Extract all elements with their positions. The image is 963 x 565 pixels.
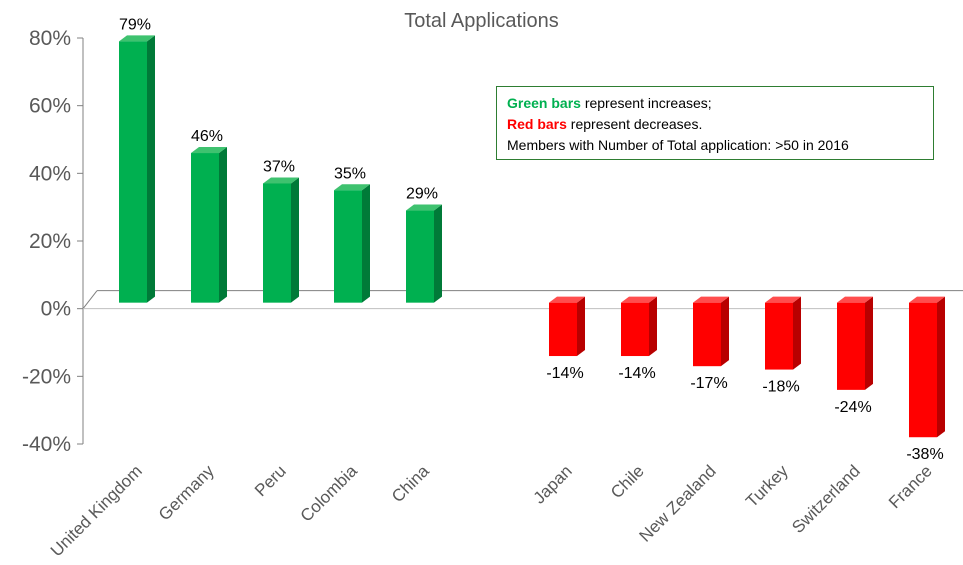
legend-green-text: represent increases;	[580, 95, 712, 111]
bar-japan	[549, 302, 577, 357]
legend-green-label: Green bars	[507, 95, 581, 111]
bar-chile	[621, 302, 649, 357]
legend-red-label: Red bars	[507, 116, 567, 132]
bar-side-new-zealand	[721, 296, 729, 367]
bar-china	[406, 210, 434, 303]
bar-top-switzerland	[837, 296, 873, 303]
bar-peru	[263, 183, 291, 303]
bar-turkey	[765, 302, 793, 370]
category-label-china: China	[388, 461, 433, 506]
category-label-new-zealand: New Zealand	[636, 461, 720, 545]
bar-switzerland	[837, 302, 865, 390]
y-tick-label: -20%	[22, 365, 71, 388]
bar-side-china	[434, 204, 442, 303]
legend-line-members: Members with Number of Total application…	[507, 137, 849, 153]
bar-united-kingdom	[119, 41, 147, 303]
bar-side-germany	[219, 147, 227, 303]
bar-side-france	[937, 296, 945, 438]
bar-top-japan	[549, 296, 585, 303]
legend-red-text: represent decreases.	[566, 116, 703, 132]
bar-side-turkey	[793, 296, 801, 370]
bar-top-germany	[191, 147, 227, 154]
data-label-colombia: 35%	[334, 165, 366, 182]
category-label-germany: Germany	[155, 461, 218, 524]
bar-top-united-kingdom	[119, 35, 155, 42]
data-label-new-zealand: -17%	[690, 375, 727, 392]
bar-side-peru	[291, 177, 299, 303]
bar-top-colombia	[334, 184, 370, 191]
data-label-china: 29%	[406, 186, 438, 203]
legend-line-decrease: Red bars represent decreases.	[507, 114, 923, 135]
bar-side-colombia	[362, 184, 370, 303]
category-label-united-kingdom: United Kingdom	[47, 461, 146, 560]
y-tick-label: 0%	[41, 298, 71, 321]
data-label-germany: 46%	[191, 128, 223, 145]
data-label-france: -38%	[906, 446, 943, 463]
y-tick-label: 40%	[29, 162, 71, 185]
bar-top-turkey	[765, 296, 801, 303]
y-tick-label: -40%	[22, 433, 71, 456]
category-label-chile: Chile	[607, 461, 648, 502]
bar-side-switzerland	[865, 296, 873, 390]
legend-line-increase: Green bars represent increases;	[507, 93, 923, 114]
data-label-united-kingdom: 79%	[119, 16, 151, 33]
category-label-france: France	[885, 461, 936, 512]
bar-new-zealand	[693, 302, 721, 367]
bar-side-japan	[577, 296, 585, 357]
bar-side-united-kingdom	[147, 35, 155, 303]
category-label-japan: Japan	[530, 461, 576, 507]
y-tick-label: 80%	[29, 27, 71, 50]
bar-top-chile	[621, 296, 657, 303]
data-label-chile: -14%	[618, 365, 655, 382]
floor-depth-line	[82, 290, 98, 309]
bar-france	[909, 302, 937, 438]
bar-side-chile	[649, 296, 657, 357]
category-label-colombia: Colombia	[297, 461, 362, 526]
data-label-japan: -14%	[546, 365, 583, 382]
bar-top-china	[406, 204, 442, 211]
data-label-peru: 37%	[263, 158, 295, 175]
chart-title: Total Applications	[404, 10, 559, 32]
category-label-switzerland: Switzerland	[788, 461, 864, 537]
y-tick-label: 60%	[29, 95, 71, 118]
category-label-turkey: Turkey	[742, 461, 792, 511]
bar-top-peru	[263, 177, 299, 184]
bar-top-france	[909, 296, 945, 303]
y-tick-label: 20%	[29, 230, 71, 253]
bar-germany	[191, 153, 219, 303]
data-label-turkey: -18%	[762, 379, 799, 396]
bar-top-new-zealand	[693, 296, 729, 303]
data-label-switzerland: -24%	[834, 399, 871, 416]
bar-colombia	[334, 190, 362, 303]
category-label-peru: Peru	[251, 461, 290, 500]
legend-box: Green bars represent increases; Red bars…	[496, 86, 934, 160]
